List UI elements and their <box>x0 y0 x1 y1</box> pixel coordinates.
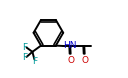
Text: O: O <box>67 56 74 65</box>
Text: F: F <box>23 53 28 62</box>
Text: HN: HN <box>63 41 77 50</box>
Text: O: O <box>81 56 88 65</box>
Text: F: F <box>23 43 28 52</box>
Text: F: F <box>32 57 37 66</box>
